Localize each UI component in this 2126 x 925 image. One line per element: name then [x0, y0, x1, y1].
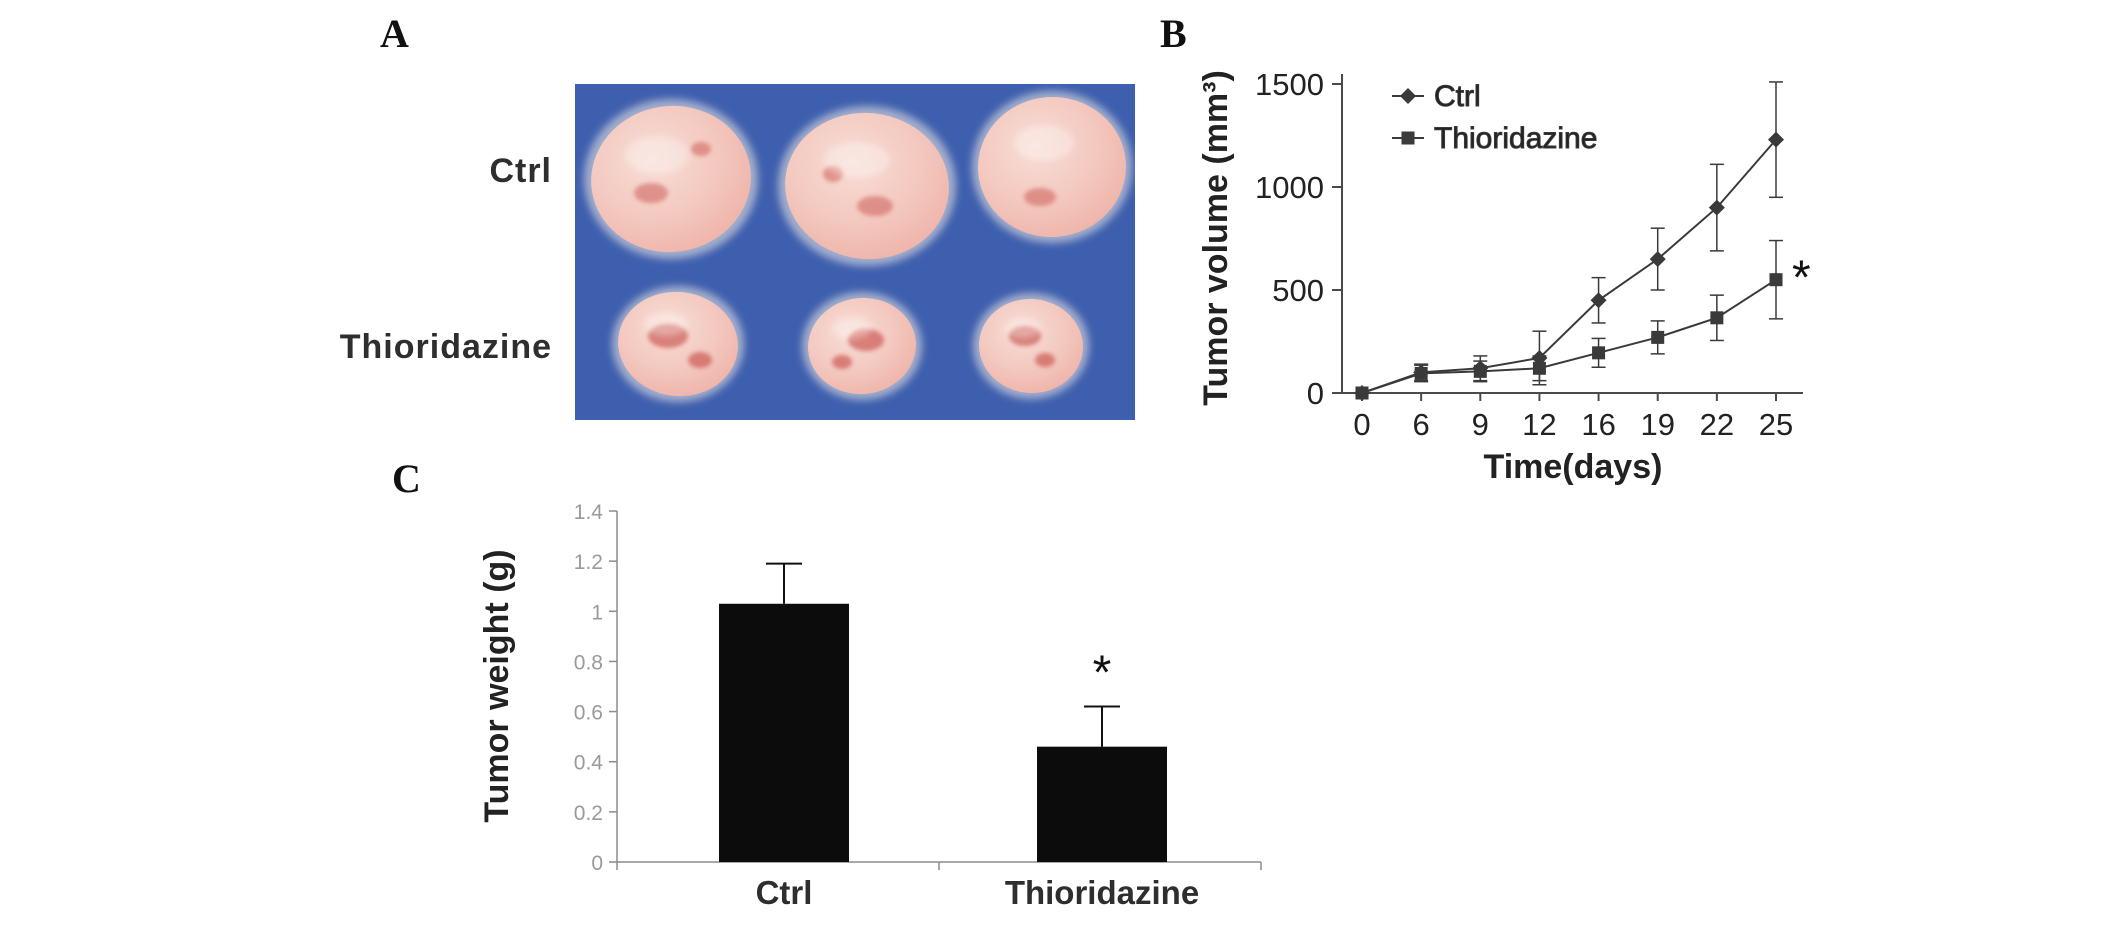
- tumor-weight-chart: 0 0.2 0.4 0.6 0.8 1 1.2 1.4 Ctrl Thioridazine Tumo…: [478, 501, 1262, 911]
- volume-y-tick-label: 1500: [1255, 67, 1324, 102]
- legend-label-ctrl: Ctrl: [1434, 80, 1481, 113]
- volume-axes: [1332, 74, 1803, 401]
- weight-y-tick-label: 1: [591, 601, 603, 624]
- tumor-thioridazine-1: [612, 286, 744, 402]
- tumor-thioridazine-2: [802, 292, 922, 400]
- volume-y-tick-label: 0: [1307, 376, 1324, 411]
- weight-y-tick-label: 0.4: [574, 752, 604, 775]
- volume-x-tick-label: 12: [1522, 407, 1556, 442]
- volume-x-tick-label: 22: [1700, 407, 1734, 442]
- volume-y-axis-label: Tumor volume (mm³): [1197, 70, 1235, 406]
- volume-legend: Ctrl Thioridazine: [1392, 80, 1598, 156]
- weight-y-axis-label: Tumor weight (g): [478, 549, 516, 822]
- volume-x-tick-label: 25: [1759, 407, 1793, 442]
- weight-category-label-thioridazine: Thioridazine: [1005, 874, 1199, 911]
- weight-y-tick-label: 0.2: [574, 802, 603, 825]
- significance-asterisk-volume: *: [1792, 252, 1811, 305]
- weight-bar-thioridazine: [1037, 746, 1167, 862]
- weight-y-tick-label: 1.4: [574, 501, 604, 524]
- panel-b-label: B: [1160, 11, 1187, 56]
- weight-y-tick-label: 1.2: [574, 551, 603, 574]
- weight-bar-ctrl: [719, 603, 849, 862]
- significance-asterisk-weight: *: [1093, 647, 1112, 700]
- volume-x-axis-label: Time(days): [1484, 448, 1663, 486]
- volume-x-tick-label: 16: [1581, 407, 1615, 442]
- legend-label-thioridazine: Thioridazine: [1434, 122, 1597, 155]
- panel-c-label: C: [392, 456, 421, 501]
- volume-y-tick-label: 1000: [1255, 170, 1324, 205]
- weight-y-tick-label: 0.8: [574, 651, 603, 674]
- tumor-volume-chart: 0 500 1000 1500 0 6 9 12 16 19 22 25 Tumor volume (m…: [1197, 67, 1811, 486]
- volume-x-tick-label: 9: [1472, 407, 1489, 442]
- tumor-photo: [575, 84, 1135, 420]
- panel-a-label: A: [380, 11, 409, 56]
- weight-y-tick-label: 0: [591, 852, 603, 875]
- volume-y-tick-label: 500: [1272, 273, 1324, 308]
- tumor-ctrl-2: [778, 106, 956, 266]
- weight-category-label-ctrl: Ctrl: [756, 874, 813, 911]
- tumor-thioridazine-3: [973, 293, 1089, 399]
- tumor-ctrl-1: [584, 99, 758, 259]
- panel-a-row-label-thioridazine: Thioridazine: [339, 328, 552, 366]
- tumor-ctrl-3: [972, 91, 1132, 243]
- panel-a-row-label-ctrl: Ctrl: [489, 152, 552, 190]
- volume-x-tick-label: 6: [1413, 407, 1430, 442]
- volume-x-tick-label: 0: [1353, 407, 1370, 442]
- volume-x-tick-label: 19: [1640, 407, 1674, 442]
- volume-series-thioridazine: [1355, 239, 1783, 400]
- weight-y-tick-label: 0.6: [574, 702, 603, 725]
